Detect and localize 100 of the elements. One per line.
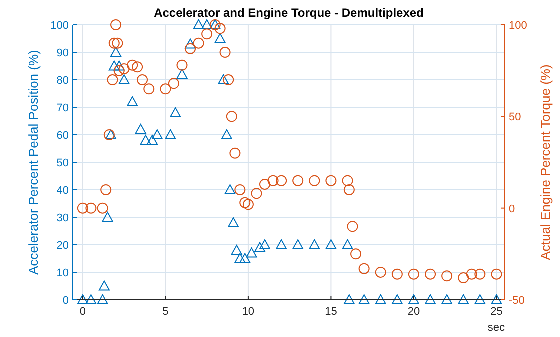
point: [408, 294, 420, 304]
y2-tick-label: 100: [509, 20, 528, 32]
point: [260, 179, 270, 190]
point: [442, 270, 453, 282]
point: [218, 74, 230, 84]
point: [466, 268, 478, 280]
point: [292, 175, 304, 186]
x-axis-title: sec: [488, 322, 506, 334]
point: [127, 60, 138, 71]
x-tick-label: 20: [408, 306, 420, 318]
point: [110, 20, 122, 30]
point: [108, 60, 120, 71]
point: [168, 78, 180, 90]
point: [97, 294, 108, 304]
point: [254, 242, 266, 252]
point: [242, 199, 254, 210]
point: [230, 148, 241, 159]
y-tick-label: 40: [56, 185, 69, 197]
point: [185, 38, 196, 49]
point: [220, 47, 231, 58]
point: [144, 84, 155, 95]
point: [185, 43, 196, 54]
y-tick-label: 30: [56, 212, 69, 224]
y-tick-label: 0: [62, 295, 69, 307]
y-axis-title: Accelerator Percent Pedal Position (%): [26, 50, 41, 275]
chart-title: Accelerator and Engine Torque - Demultiplexed: [154, 6, 424, 20]
point: [160, 84, 172, 95]
point: [226, 111, 238, 122]
point: [193, 20, 204, 30]
point: [193, 38, 204, 49]
point: [114, 60, 125, 71]
y2-axis-title: Actual Engine Percent Torque (%): [538, 64, 553, 260]
point: [170, 108, 182, 118]
point: [358, 263, 370, 274]
y-tick-label: 90: [56, 48, 69, 60]
y-tick-label: 100: [50, 20, 69, 32]
y-tick-label: 60: [56, 130, 69, 142]
point: [231, 245, 242, 255]
point: [100, 184, 112, 196]
point: [114, 65, 125, 76]
point: [342, 240, 354, 250]
point: [309, 240, 320, 250]
point: [234, 184, 246, 196]
point: [146, 135, 158, 145]
point: [135, 124, 146, 134]
point: [110, 47, 122, 57]
y-tick-label: 70: [56, 102, 69, 114]
point: [268, 175, 279, 186]
point: [176, 69, 188, 79]
point: [240, 253, 251, 264]
point: [137, 74, 148, 86]
y2-tick-label: 0: [509, 203, 516, 216]
point: [375, 267, 386, 278]
x-tick-label: 5: [162, 306, 169, 318]
point: [228, 218, 240, 228]
point: [442, 294, 453, 304]
point: [118, 64, 130, 74]
point: [165, 130, 176, 140]
point: [358, 294, 370, 304]
point: [234, 253, 246, 264]
point: [251, 188, 262, 200]
point: [108, 38, 120, 49]
point: [342, 175, 354, 186]
x-tick-label: 25: [490, 306, 503, 318]
point: [458, 294, 470, 304]
point: [86, 294, 97, 304]
y-tick-label: 20: [56, 240, 69, 252]
point: [458, 272, 470, 284]
point: [408, 268, 420, 280]
point: [152, 130, 163, 140]
x-tick-label: 15: [325, 306, 338, 318]
point: [276, 240, 288, 250]
y-tick-label: 80: [56, 75, 69, 87]
point: [474, 268, 486, 280]
point: [260, 240, 270, 250]
point: [107, 74, 118, 86]
point: [326, 240, 337, 250]
x-tick-label: 0: [80, 306, 86, 318]
point: [102, 212, 114, 222]
point: [77, 294, 88, 304]
point: [491, 268, 502, 280]
point: [86, 202, 97, 214]
point: [246, 248, 258, 258]
point: [240, 197, 251, 208]
point: [214, 23, 226, 34]
point: [491, 294, 502, 304]
y-tick-label: 50: [56, 158, 69, 170]
point: [127, 96, 138, 106]
y-tick-label: 10: [56, 268, 69, 280]
point: [392, 268, 403, 280]
point: [202, 28, 213, 40]
point: [326, 175, 337, 186]
point: [132, 62, 144, 73]
x-tick-label: 10: [242, 306, 255, 318]
point: [221, 130, 232, 140]
point: [98, 280, 110, 291]
point: [223, 74, 234, 86]
point: [118, 74, 130, 84]
point: [344, 294, 355, 304]
point: [276, 175, 288, 186]
